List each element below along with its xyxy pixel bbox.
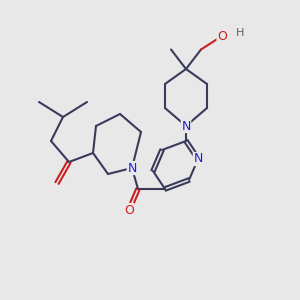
Text: N: N xyxy=(127,161,137,175)
Text: H: H xyxy=(236,28,244,38)
Text: O: O xyxy=(217,29,227,43)
Text: N: N xyxy=(181,119,191,133)
Text: N: N xyxy=(193,152,203,166)
Text: O: O xyxy=(124,203,134,217)
